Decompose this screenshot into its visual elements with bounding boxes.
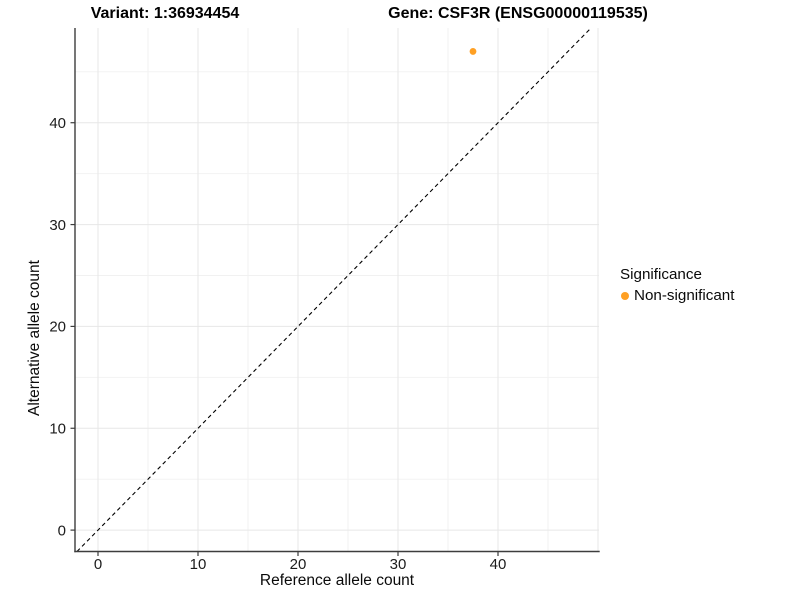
plot-title-variant: Variant: 1:36934454: [90, 5, 240, 22]
legend-item-label: Non-significant: [634, 287, 735, 304]
x-tick-label: 10: [190, 556, 207, 573]
y-tick-label: 20: [49, 319, 66, 336]
legend-key-dot: [621, 291, 629, 300]
data-point: [469, 48, 477, 55]
y-tick-label: 40: [49, 115, 66, 132]
y-tick-label: 10: [49, 420, 66, 437]
x-tick-label: 30: [390, 556, 407, 573]
legend: Significance Non-significant: [618, 266, 734, 304]
identity-reference-line: [76, 27, 592, 552]
x-axis-title: Reference allele count: [259, 572, 415, 589]
x-tick-label: 20: [290, 556, 307, 573]
y-axis-title: Alternative allele count: [26, 260, 43, 416]
legend-item: Non-significant: [618, 287, 734, 304]
plot-title-gene: Gene: CSF3R (ENSG00000119535): [388, 5, 648, 22]
y-tick-label: 0: [58, 522, 66, 539]
x-tick-label: 40: [490, 556, 507, 573]
y-tick-label: 30: [49, 217, 66, 234]
x-tick-label: 0: [94, 556, 102, 573]
legend-title: Significance: [620, 266, 702, 283]
